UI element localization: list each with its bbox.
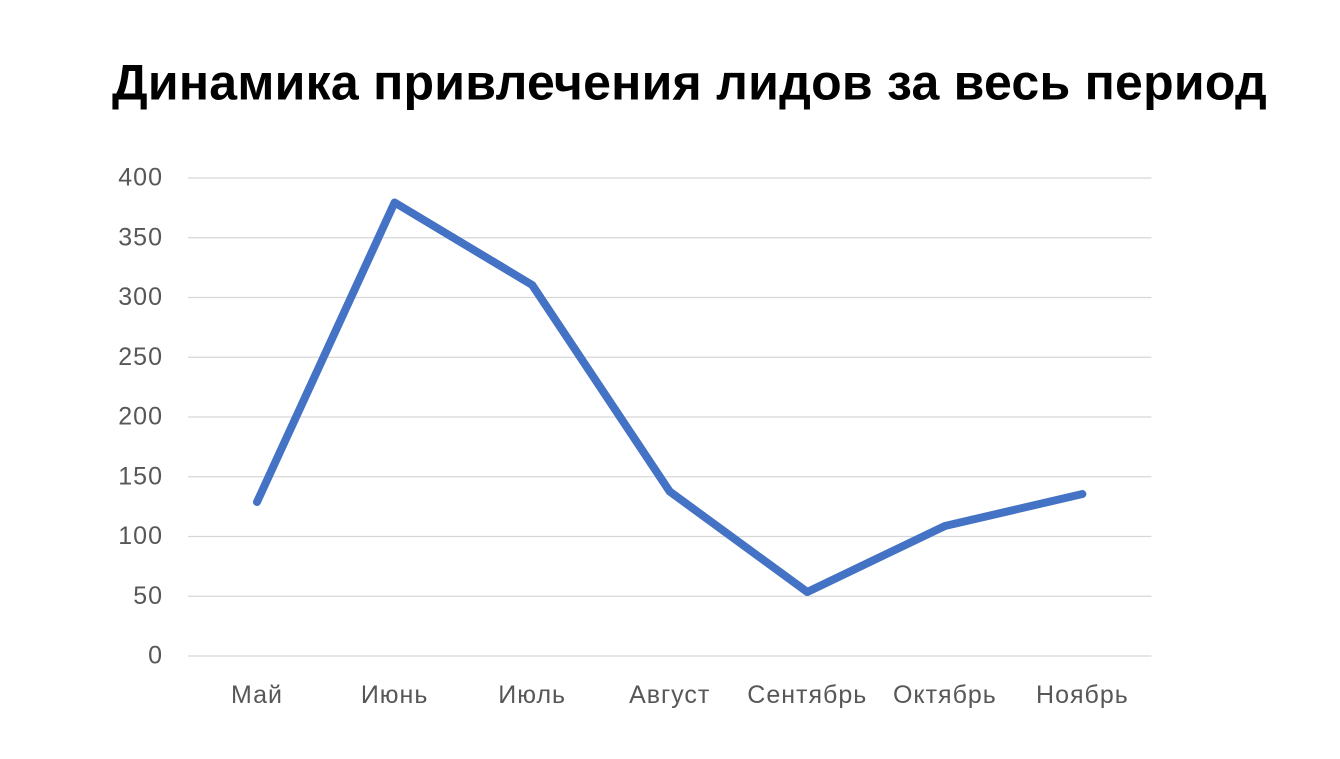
svg-text:250: 250 (118, 343, 163, 371)
svg-text:300: 300 (118, 283, 163, 311)
svg-text:150: 150 (118, 462, 163, 490)
svg-text:200: 200 (118, 403, 163, 431)
svg-text:0: 0 (148, 642, 163, 670)
svg-text:Ноябрь: Ноябрь (1036, 681, 1129, 709)
svg-text:Динамика привлечения лидов за: Динамика привлечения лидов за весь перио… (112, 55, 1267, 111)
svg-text:350: 350 (118, 223, 163, 251)
svg-text:100: 100 (118, 522, 163, 550)
svg-text:Май: Май (231, 681, 283, 709)
svg-text:Июнь: Июнь (361, 681, 429, 709)
svg-text:Август: Август (629, 681, 710, 709)
svg-text:Сентябрь: Сентябрь (747, 681, 867, 709)
svg-text:400: 400 (118, 164, 163, 192)
svg-text:50: 50 (133, 582, 163, 610)
svg-text:Октябрь: Октябрь (893, 681, 997, 709)
svg-text:Июль: Июль (498, 681, 566, 709)
